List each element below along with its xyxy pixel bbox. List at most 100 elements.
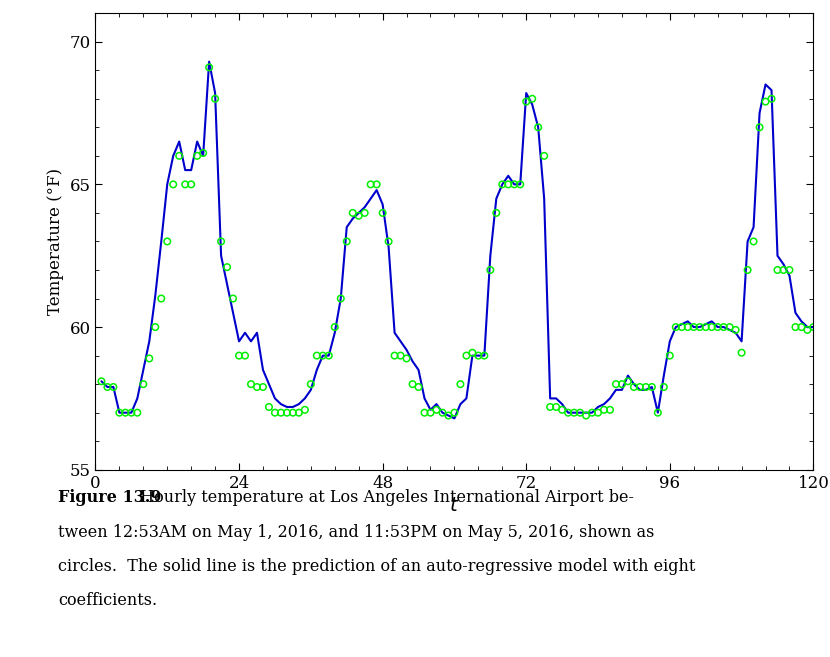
Point — [657, 382, 671, 392]
Point — [154, 293, 168, 304]
Point — [633, 382, 647, 392]
Point — [627, 382, 641, 392]
Point — [358, 208, 371, 218]
Text: circles.  The solid line is the prediction of an auto-regressive model with eigh: circles. The solid line is the predictio… — [58, 558, 696, 575]
Point — [167, 179, 180, 190]
Point — [214, 237, 227, 247]
Point — [406, 379, 419, 390]
Point — [783, 265, 796, 275]
Point — [484, 265, 497, 275]
Point — [525, 93, 539, 104]
Point — [807, 322, 820, 332]
Y-axis label: Temperature (°F): Temperature (°F) — [46, 168, 64, 315]
Point — [795, 322, 808, 332]
Point — [753, 122, 766, 133]
Point — [412, 382, 425, 392]
X-axis label: $t$: $t$ — [449, 497, 460, 515]
Point — [788, 322, 802, 332]
Point — [723, 322, 736, 332]
Point — [244, 379, 257, 390]
Point — [221, 262, 234, 273]
Point — [298, 405, 311, 415]
Point — [496, 179, 509, 190]
Point — [322, 350, 335, 361]
Point — [430, 405, 443, 415]
Point — [274, 407, 287, 418]
Point — [478, 350, 491, 361]
Text: Figure 13.9: Figure 13.9 — [58, 489, 162, 507]
Point — [436, 407, 449, 418]
Point — [471, 350, 485, 361]
Point — [501, 179, 515, 190]
Point — [711, 322, 725, 332]
Point — [669, 322, 682, 332]
Point — [622, 376, 635, 386]
Point — [340, 237, 354, 247]
Point — [729, 325, 742, 335]
Point — [352, 210, 365, 221]
Point — [143, 353, 156, 364]
Point — [256, 382, 270, 392]
Point — [765, 93, 779, 104]
Point — [538, 150, 551, 161]
Point — [717, 322, 730, 332]
Point — [376, 208, 389, 218]
Point — [514, 179, 527, 190]
Point — [801, 325, 814, 335]
Point — [334, 293, 348, 304]
Point — [286, 407, 300, 418]
Point — [454, 379, 467, 390]
Point — [95, 376, 108, 386]
Point — [184, 179, 198, 190]
Point — [442, 410, 455, 420]
Point — [268, 407, 281, 418]
Point — [400, 353, 413, 364]
Point — [113, 407, 126, 418]
Point — [520, 97, 533, 107]
Point — [490, 208, 503, 218]
Point — [531, 122, 544, 133]
Point — [316, 350, 330, 361]
Point — [191, 150, 204, 161]
Point — [609, 379, 622, 390]
Point — [328, 322, 341, 332]
Point — [178, 179, 192, 190]
Point — [100, 382, 114, 392]
Point — [603, 405, 617, 415]
Point — [508, 179, 521, 190]
Point — [561, 407, 574, 418]
Point — [460, 350, 473, 361]
Point — [598, 405, 611, 415]
Point — [735, 348, 749, 358]
Point — [227, 293, 240, 304]
Point — [424, 407, 437, 418]
Point — [251, 382, 264, 392]
Point — [382, 237, 395, 247]
Point — [639, 382, 652, 392]
Point — [417, 407, 431, 418]
Point — [705, 322, 718, 332]
Point — [652, 407, 665, 418]
Point — [579, 410, 593, 420]
Point — [310, 350, 324, 361]
Point — [304, 379, 317, 390]
Point — [574, 407, 587, 418]
Point — [388, 350, 401, 361]
Point — [466, 348, 479, 358]
Text: tween 12:53AM on May 1, 2016, and 11:53PM on May 5, 2016, shown as: tween 12:53AM on May 1, 2016, and 11:53P… — [58, 524, 655, 541]
Point — [615, 379, 628, 390]
Point — [585, 407, 598, 418]
Point — [747, 237, 760, 247]
Point — [364, 179, 378, 190]
Point — [173, 150, 186, 161]
Point — [370, 179, 383, 190]
Point — [149, 322, 162, 332]
Point — [777, 265, 790, 275]
Point — [681, 322, 695, 332]
Point — [346, 208, 359, 218]
Point — [394, 350, 408, 361]
Point — [699, 322, 712, 332]
Point — [663, 350, 676, 361]
Point — [107, 382, 120, 392]
Point — [645, 382, 658, 392]
